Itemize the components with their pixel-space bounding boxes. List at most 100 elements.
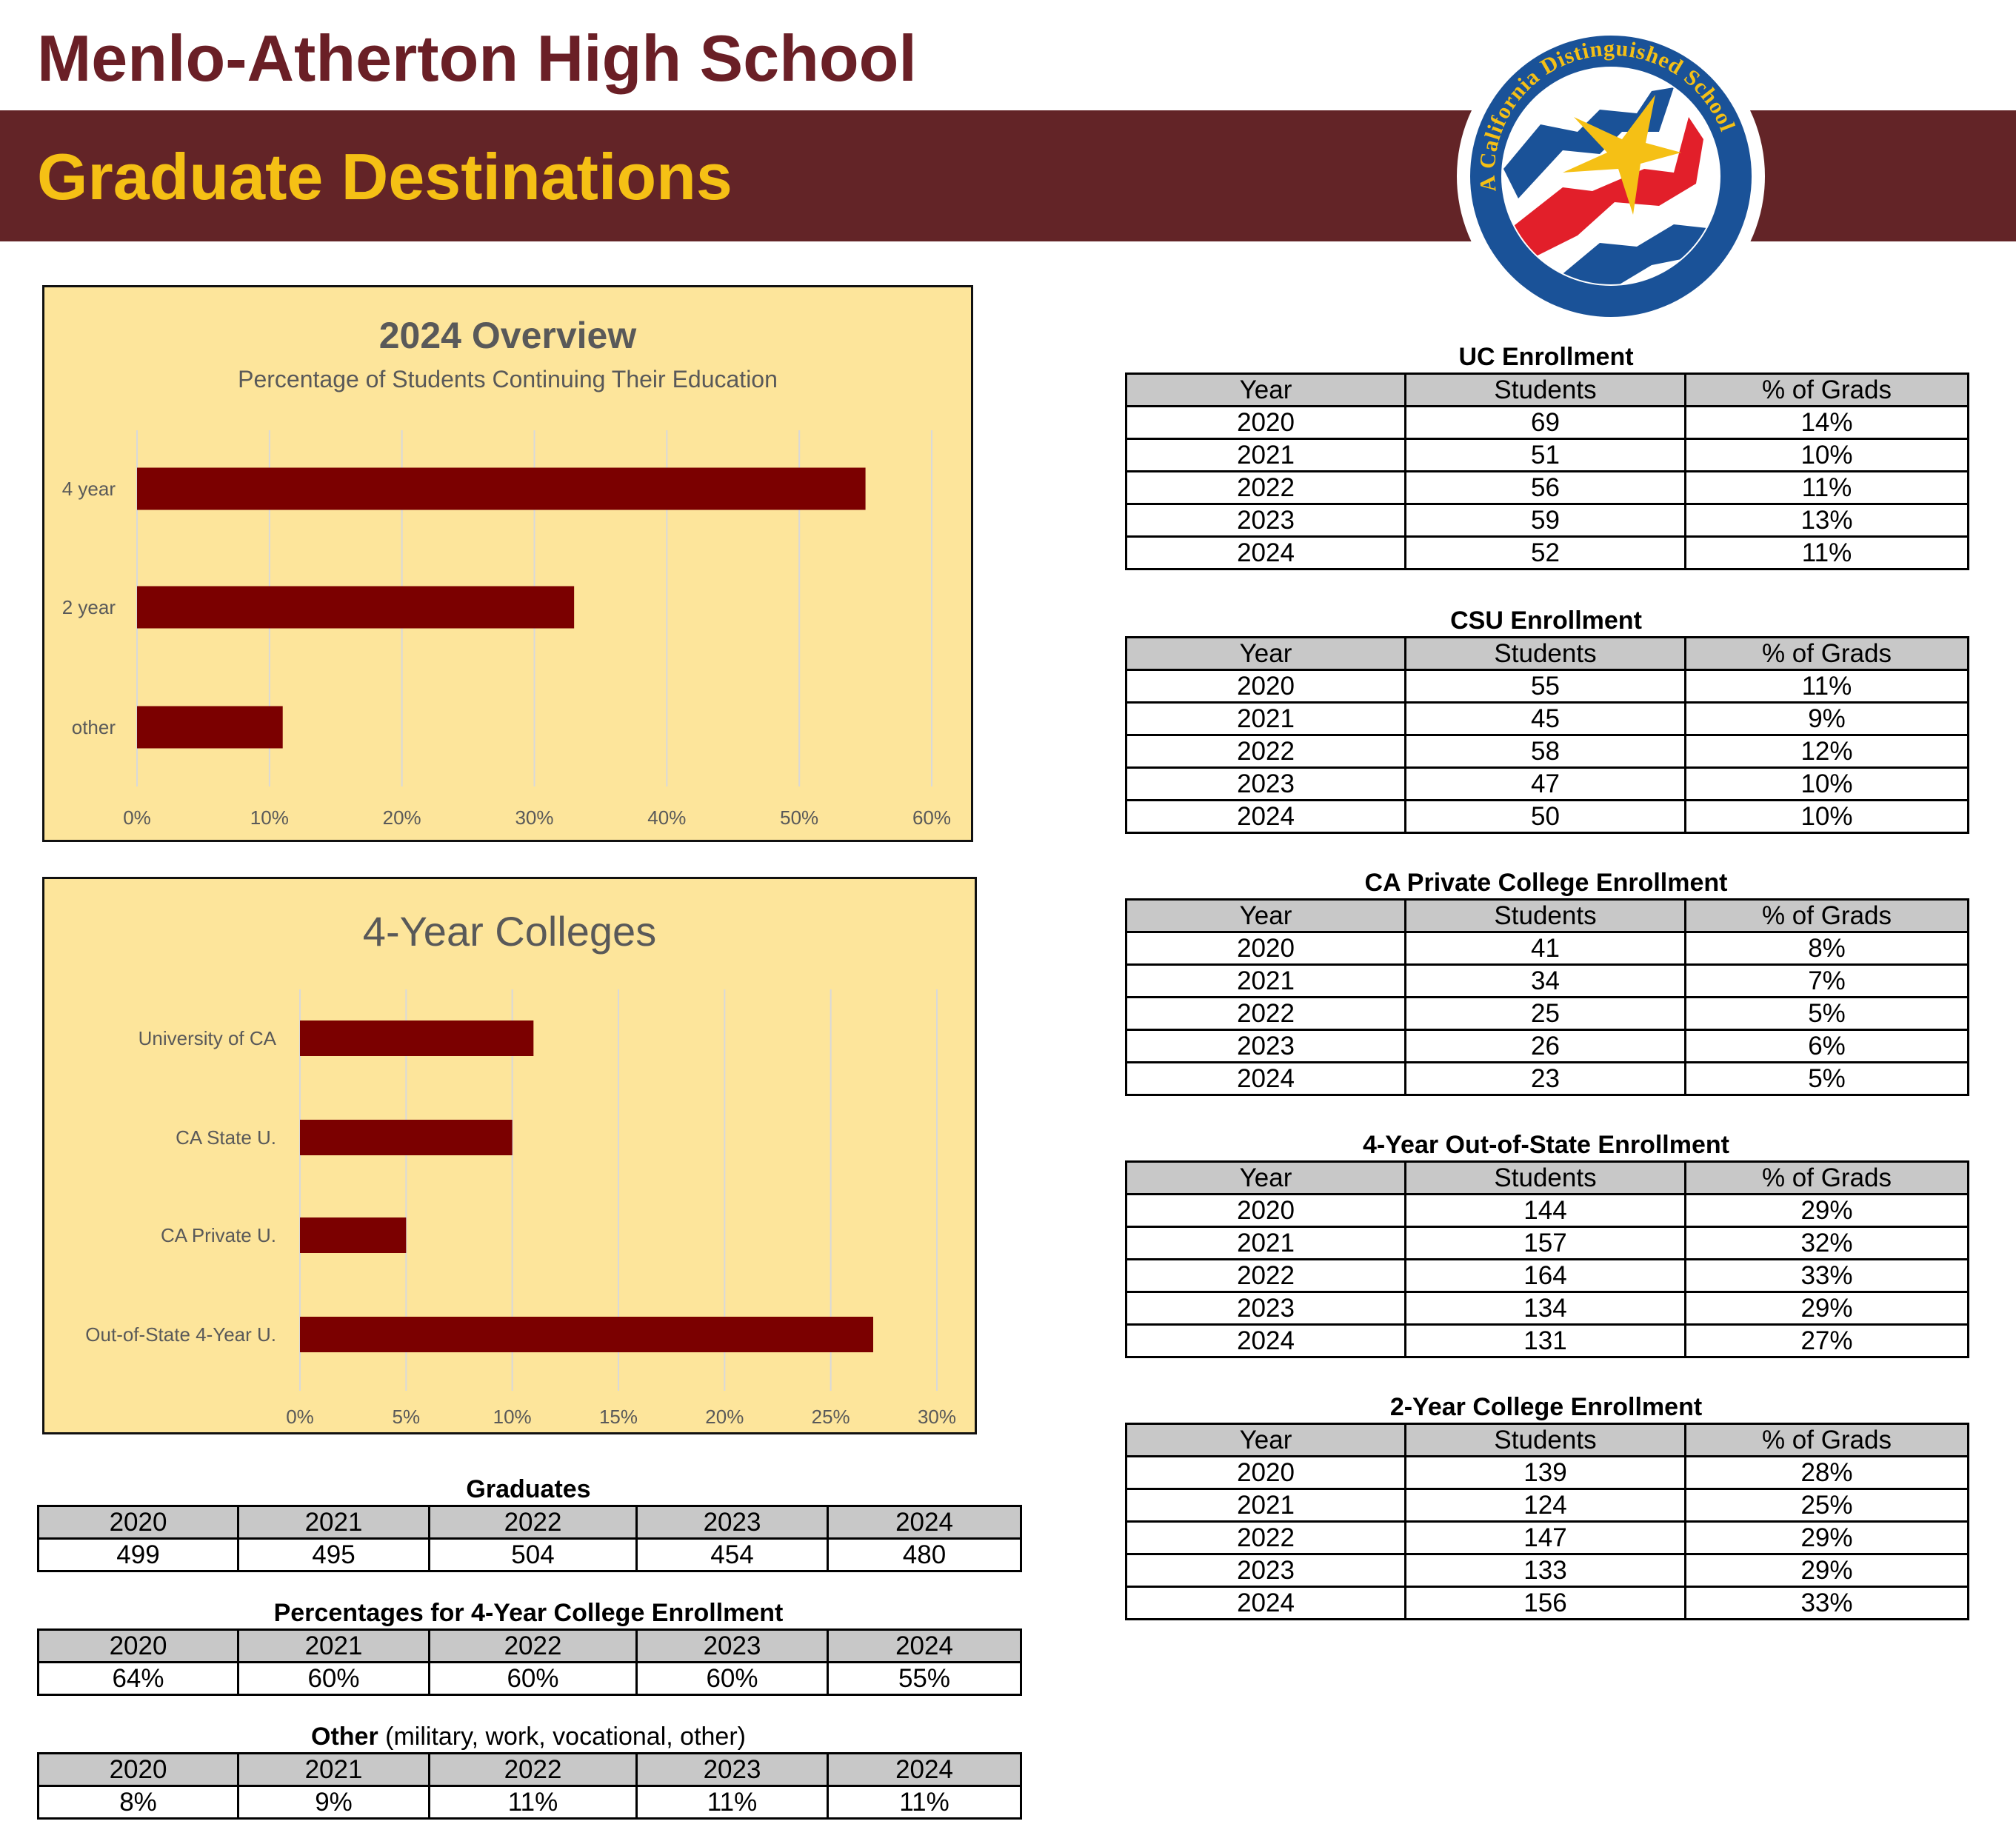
table-cell: 2024 <box>1125 1586 1406 1620</box>
table-cell: 6% <box>1684 1029 1969 1063</box>
table-cell: 69 <box>1404 405 1686 440</box>
column-header: % of Grads <box>1684 898 1969 933</box>
table-row: 2022 25 5% <box>1125 996 1969 1031</box>
table-cell: 164 <box>1404 1258 1686 1293</box>
overview-chart: 2024 Overview Percentage of Students Cont… <box>42 285 973 842</box>
bar <box>300 1020 534 1056</box>
table-cell: 12% <box>1684 734 1969 769</box>
table-row: 2024 156 33% <box>1125 1586 1969 1620</box>
x-tick-label: 15% <box>599 1406 638 1428</box>
enrollment-table: Year Students% of Grads 2020 41 8% 2021 34 7% 20… <box>1125 898 1969 1096</box>
bar <box>137 467 866 510</box>
table-cell: 2023 <box>1125 1553 1406 1588</box>
table-cell: 2022 <box>1125 1520 1406 1555</box>
table-row: 2022 164 33% <box>1125 1258 1969 1293</box>
column-header: Students <box>1404 1423 1686 1457</box>
value-cell: 64% <box>37 1661 239 1696</box>
table-cell: 131 <box>1404 1323 1686 1358</box>
year-header: 2022 <box>428 1752 638 1787</box>
table-cell: 55 <box>1404 669 1686 704</box>
table-cell: 5% <box>1684 996 1969 1031</box>
table-cell: 14% <box>1684 405 1969 440</box>
year-header: 2022 <box>428 1628 638 1663</box>
table-cell: 58 <box>1404 734 1686 769</box>
summary-table-title: Other (military, work, vocational, other… <box>37 1723 1020 1751</box>
column-header: Students <box>1404 636 1686 671</box>
table-row: 2021 45 9% <box>1125 701 1969 736</box>
x-tick-label: 0% <box>286 1406 314 1428</box>
chart-svg: 4-Year Colleges 0% 5% 10% 15% 20% 25% 30% Univer… <box>85 908 956 1428</box>
x-tick-label: 30% <box>918 1406 956 1428</box>
table-cell: 41 <box>1404 931 1686 966</box>
value-cell: 55% <box>827 1661 1022 1696</box>
year-header: 2021 <box>237 1628 430 1663</box>
table-cell: 2022 <box>1125 470 1406 505</box>
year-header: 2022 <box>428 1505 638 1540</box>
value-cell: 504 <box>428 1537 638 1572</box>
table-row: 2021 157 32% <box>1125 1226 1969 1260</box>
table-cell: 2023 <box>1125 1291 1406 1326</box>
x-tick-label: 60% <box>912 806 951 829</box>
header-row: Year Students% of Grads <box>1125 898 1969 933</box>
header-row: 2020 2021 2022 2023 2024 <box>37 1628 1022 1663</box>
year-header: 2023 <box>635 1505 829 1540</box>
table-cell: 144 <box>1404 1193 1686 1228</box>
table-cell: 33% <box>1684 1586 1969 1620</box>
table-cell: 45 <box>1404 701 1686 736</box>
table-cell: 52 <box>1404 535 1686 570</box>
column-header: Year <box>1125 898 1406 933</box>
title-text: Percentages for 4-Year College Enrollmen… <box>273 1599 784 1627</box>
table-cell: 156 <box>1404 1586 1686 1620</box>
table-cell: 34 <box>1404 963 1686 998</box>
column-header: Year <box>1125 636 1406 671</box>
title-note: (military, work, vocational, other) <box>378 1723 746 1751</box>
table-row: 2021 51 10% <box>1125 438 1969 472</box>
table-cell: 139 <box>1404 1455 1686 1490</box>
table-cell: 29% <box>1684 1291 1969 1326</box>
table-cell: 8% <box>1684 931 1969 966</box>
x-tick-label: 30% <box>515 806 553 829</box>
year-header: 2021 <box>237 1752 430 1787</box>
year-header: 2023 <box>635 1628 829 1663</box>
table-cell: 11% <box>1684 669 1969 704</box>
california-distinguished-school-logo: A California Distinguished School <box>1457 22 1765 330</box>
category-label: 4 year <box>62 478 116 500</box>
table-cell: 29% <box>1684 1553 1969 1588</box>
table-cell: 51 <box>1404 438 1686 472</box>
table-cell: 157 <box>1404 1226 1686 1260</box>
table-row: 2020 144 29% <box>1125 1193 1969 1228</box>
title-text: Graduates <box>466 1475 591 1503</box>
bar <box>300 1317 873 1352</box>
value-cell: 9% <box>237 1785 430 1820</box>
table-row: 2024 23 5% <box>1125 1061 1969 1096</box>
table-cell: 2022 <box>1125 734 1406 769</box>
table-cell: 23 <box>1404 1061 1686 1096</box>
table-row: 2022 56 11% <box>1125 470 1969 505</box>
value-cell: 60% <box>635 1661 829 1696</box>
table-cell: 56 <box>1404 470 1686 505</box>
value-row: 499 495 504 454 480 <box>37 1537 1022 1572</box>
header-row: 2020 2021 2022 2023 2024 <box>37 1752 1022 1787</box>
table-cell: 9% <box>1684 701 1969 736</box>
column-header: Year <box>1125 373 1406 407</box>
enrollment-table-title: 4-Year Out-of-State Enrollment <box>1363 1131 1729 1159</box>
value-cell: 454 <box>635 1537 829 1572</box>
table-cell: 2020 <box>1125 1455 1406 1490</box>
bar <box>300 1120 513 1155</box>
table-row: 2020 69 14% <box>1125 405 1969 440</box>
table-cell: 5% <box>1684 1061 1969 1096</box>
enrollment-table: Year Students% of Grads 2020 139 28% 2021 124 2… <box>1125 1423 1969 1620</box>
value-cell: 60% <box>237 1661 430 1696</box>
x-tick-label: 25% <box>812 1406 850 1428</box>
table-cell: 2024 <box>1125 535 1406 570</box>
table-cell: 50 <box>1404 799 1686 834</box>
value-cell: 11% <box>827 1785 1022 1820</box>
table-cell: 10% <box>1684 766 1969 801</box>
four-year-colleges-chart: 4-Year Colleges 0% 5% 10% 15% 20% 25% 30% Univer… <box>42 877 977 1434</box>
category-label: Out-of-State 4-Year U. <box>85 1323 276 1346</box>
table-row: 2024 50 10% <box>1125 799 1969 834</box>
year-header: 2024 <box>827 1752 1022 1787</box>
chart-subtitle: Percentage of Students Continuing Their … <box>238 366 778 392</box>
summary-table-title: Percentages for 4-Year College Enrollmen… <box>37 1599 1020 1628</box>
table-row: 2020 55 11% <box>1125 669 1969 704</box>
